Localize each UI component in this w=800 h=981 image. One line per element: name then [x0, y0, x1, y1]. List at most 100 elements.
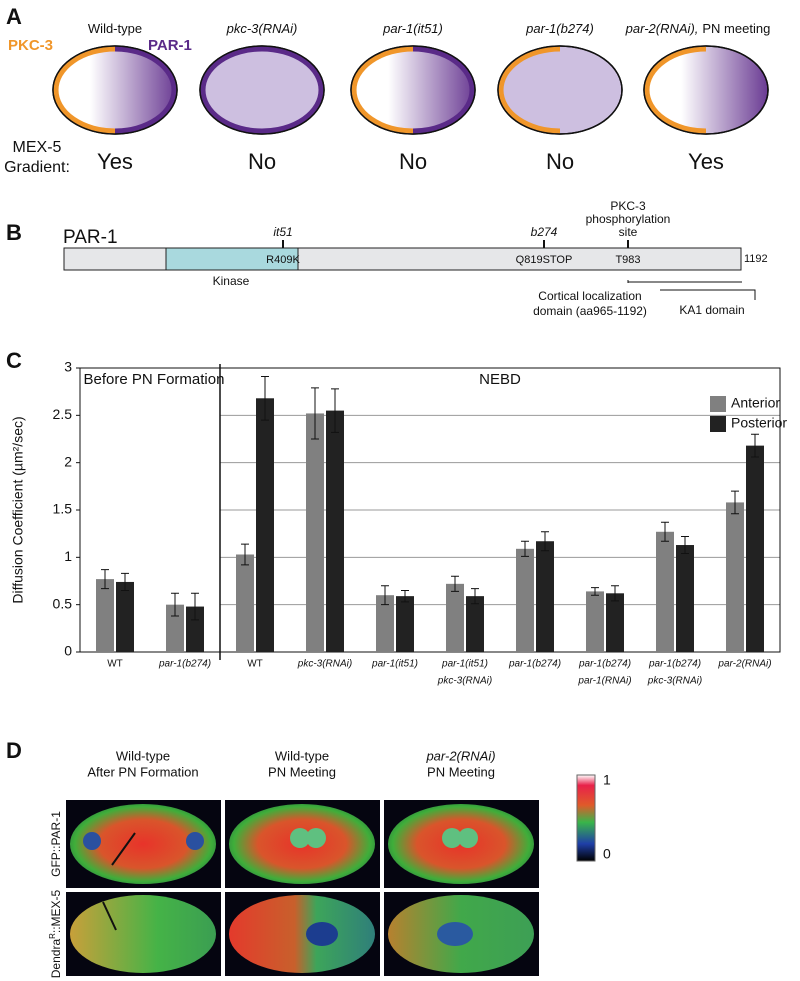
error-bar [101, 569, 109, 590]
x-tick-label: WT [247, 659, 263, 670]
error-bar [121, 572, 129, 591]
gradient-answer: Yes [688, 149, 724, 174]
x-tick-label: par-1(b274) [158, 659, 211, 670]
error-bar [191, 592, 199, 621]
error-bar [171, 592, 179, 617]
par1-cortex [412, 46, 475, 134]
panel-label: A [6, 4, 22, 29]
bar [166, 604, 184, 652]
bar [236, 554, 254, 652]
y-tick-label: 2 [64, 453, 72, 469]
bar [186, 606, 204, 652]
y-axis-label: Diffusion Coefficient (µm²/sec) [10, 416, 26, 603]
error-bar [471, 588, 479, 605]
nucleus [442, 828, 462, 848]
nucleus [306, 922, 338, 946]
column-title: PN Meeting [427, 764, 495, 779]
bar [746, 445, 764, 652]
error-bar [751, 433, 759, 458]
nucleus [186, 832, 204, 850]
embryo-outline [350, 45, 476, 135]
row-label-sup: R [48, 933, 57, 939]
embryo-outline [643, 45, 769, 135]
kinase-domain [165, 247, 299, 271]
pkc3-cortex [351, 46, 414, 134]
column-title: PN Meeting [268, 764, 336, 779]
x-tick-label: pkc-3(RNAi) [297, 659, 352, 670]
y-tick-label: 3 [64, 359, 72, 375]
column-title: Wild-type [275, 748, 329, 763]
bar [306, 413, 324, 652]
embryo-title: par-1(it51) [382, 21, 443, 36]
y-tick-label: 0.5 [53, 595, 73, 611]
embryo-image [229, 895, 375, 973]
arrow [102, 901, 117, 931]
colorbar-min: 0 [603, 846, 611, 862]
arrow [111, 832, 136, 866]
section-label: NEBD [479, 371, 521, 388]
plot-frame [79, 367, 781, 653]
colorbar-max: 1 [603, 772, 611, 788]
bar [326, 410, 344, 652]
site-label: b274 [531, 225, 558, 239]
colorbar [576, 774, 596, 862]
legend-label: Posterior [731, 415, 787, 431]
legend-swatch [710, 396, 726, 412]
panel-label: B [6, 220, 22, 245]
cortical-bracket [627, 280, 742, 283]
nucleus [83, 832, 101, 850]
embryo-title: Wild-type [88, 21, 142, 36]
pkc3-cortex [644, 46, 707, 134]
site-change: Q819STOP [516, 254, 573, 266]
x-tick-label: pkc-3(RNAi) [647, 676, 702, 687]
bar [256, 398, 274, 652]
error-bar [591, 587, 599, 596]
pkc3-cortex [498, 46, 561, 134]
embryo-outline [497, 45, 623, 135]
embryo-title: pkc-3(RNAi) [226, 21, 298, 36]
legend-swatch [710, 416, 726, 432]
x-tick-label: par-1(b274) [578, 659, 631, 670]
error-bar [661, 521, 669, 542]
y-tick-label: 2.5 [53, 406, 73, 422]
bar [96, 579, 114, 652]
embryo-title-text: par-1(b274) [525, 21, 594, 36]
bar [676, 545, 694, 652]
y-tick-label: 1.5 [53, 501, 73, 517]
embryo-title-text: par-1(it51) [382, 21, 443, 36]
embryo-image [70, 804, 216, 884]
column-title: After PN Formation [87, 764, 198, 779]
cortical-label: domain (aa965-1192) [533, 304, 647, 318]
error-bar [451, 575, 459, 592]
site-label: phosphorylation [586, 212, 671, 226]
embryo-title: par-2(RNAi), PN meeting [625, 21, 771, 36]
error-bar [261, 376, 269, 421]
gradient-answer: No [546, 149, 574, 174]
gradient-answer: No [248, 149, 276, 174]
par1-cortex [200, 46, 324, 134]
nucleus [437, 922, 473, 946]
site-change: T983 [615, 254, 640, 266]
ka1-bracket [660, 289, 756, 300]
gradient-label: Gradient: [4, 159, 70, 176]
x-tick-label: par-1(b274) [508, 659, 561, 670]
x-tick-label: par-1(RNAi) [577, 676, 631, 687]
site-label: it51 [273, 225, 292, 239]
embryo-title-text: par-2(RNAi), [625, 21, 699, 36]
embryo-title-text: Wild-type [88, 21, 142, 36]
site-label: site [619, 225, 638, 239]
bar [376, 595, 394, 652]
row-label: GFP::PAR-1 [49, 811, 63, 877]
ka1-label: KA1 domain [679, 303, 744, 317]
embryo-image [70, 895, 216, 973]
bar [466, 596, 484, 652]
protein-length: 1192 [744, 253, 768, 265]
embryo-title: par-1(b274) [525, 21, 594, 36]
column-title: par-2(RNAi) [425, 748, 495, 763]
micrographs [66, 774, 596, 976]
error-bar [311, 387, 319, 440]
error-bar [681, 536, 689, 555]
y-tick-label: 1 [64, 548, 72, 564]
nucleus [290, 828, 310, 848]
